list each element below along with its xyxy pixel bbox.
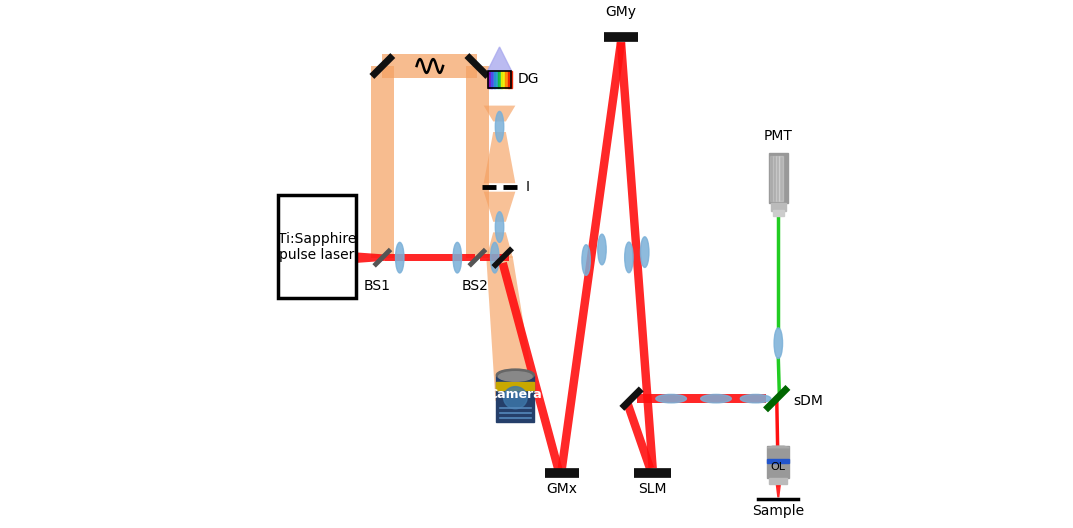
Polygon shape: [480, 254, 509, 261]
Bar: [504, 71, 509, 88]
Text: SLM: SLM: [638, 482, 667, 496]
Polygon shape: [466, 66, 489, 258]
Polygon shape: [499, 262, 563, 474]
Ellipse shape: [624, 242, 633, 273]
Bar: [769, 153, 788, 203]
Bar: [491, 71, 495, 88]
Bar: [767, 446, 790, 478]
Text: GMx: GMx: [546, 482, 577, 496]
Bar: [487, 71, 491, 88]
Ellipse shape: [774, 328, 782, 359]
Ellipse shape: [499, 372, 532, 381]
Polygon shape: [767, 446, 790, 448]
FancyBboxPatch shape: [278, 195, 356, 298]
Bar: [773, 156, 776, 201]
Bar: [779, 156, 782, 201]
Ellipse shape: [503, 386, 527, 409]
Text: OL: OL: [770, 462, 785, 472]
Ellipse shape: [453, 242, 461, 273]
Bar: [487, 71, 512, 88]
Ellipse shape: [701, 394, 732, 403]
Polygon shape: [484, 106, 515, 121]
Polygon shape: [370, 66, 394, 258]
Polygon shape: [770, 446, 785, 497]
Ellipse shape: [641, 237, 649, 267]
Polygon shape: [486, 232, 513, 258]
Bar: [773, 210, 783, 216]
Polygon shape: [484, 192, 515, 222]
Text: GMy: GMy: [605, 5, 636, 19]
Bar: [498, 71, 502, 88]
Bar: [770, 203, 785, 211]
Ellipse shape: [598, 234, 606, 265]
Bar: [501, 71, 505, 88]
Ellipse shape: [496, 111, 503, 142]
Text: BS1: BS1: [364, 279, 391, 294]
Polygon shape: [623, 401, 655, 470]
Bar: [497, 382, 534, 390]
Polygon shape: [558, 42, 626, 469]
Polygon shape: [382, 54, 477, 78]
Polygon shape: [617, 42, 657, 469]
Ellipse shape: [396, 242, 403, 273]
Bar: [508, 71, 512, 88]
Ellipse shape: [496, 212, 503, 242]
Text: sDM: sDM: [794, 394, 823, 408]
Ellipse shape: [656, 394, 687, 403]
Text: BS2: BS2: [461, 279, 488, 294]
Polygon shape: [385, 254, 474, 261]
Bar: [769, 478, 788, 484]
Text: PMT: PMT: [764, 129, 793, 143]
Ellipse shape: [740, 394, 770, 403]
Text: Sample: Sample: [752, 504, 805, 518]
Polygon shape: [636, 394, 766, 403]
Ellipse shape: [582, 245, 590, 276]
Polygon shape: [484, 132, 515, 183]
Bar: [495, 71, 498, 88]
Bar: [497, 375, 534, 422]
Bar: [767, 459, 790, 463]
Text: Ti:Sapphire
pulse laser: Ti:Sapphire pulse laser: [278, 232, 356, 262]
Text: I: I: [526, 181, 529, 194]
Bar: [769, 156, 773, 201]
Polygon shape: [356, 252, 385, 263]
Ellipse shape: [490, 242, 499, 273]
Polygon shape: [486, 256, 535, 401]
Polygon shape: [487, 47, 512, 71]
Text: DG: DG: [518, 72, 540, 86]
Ellipse shape: [497, 369, 534, 381]
Bar: [776, 156, 779, 201]
Text: Camera: Camera: [488, 388, 542, 401]
